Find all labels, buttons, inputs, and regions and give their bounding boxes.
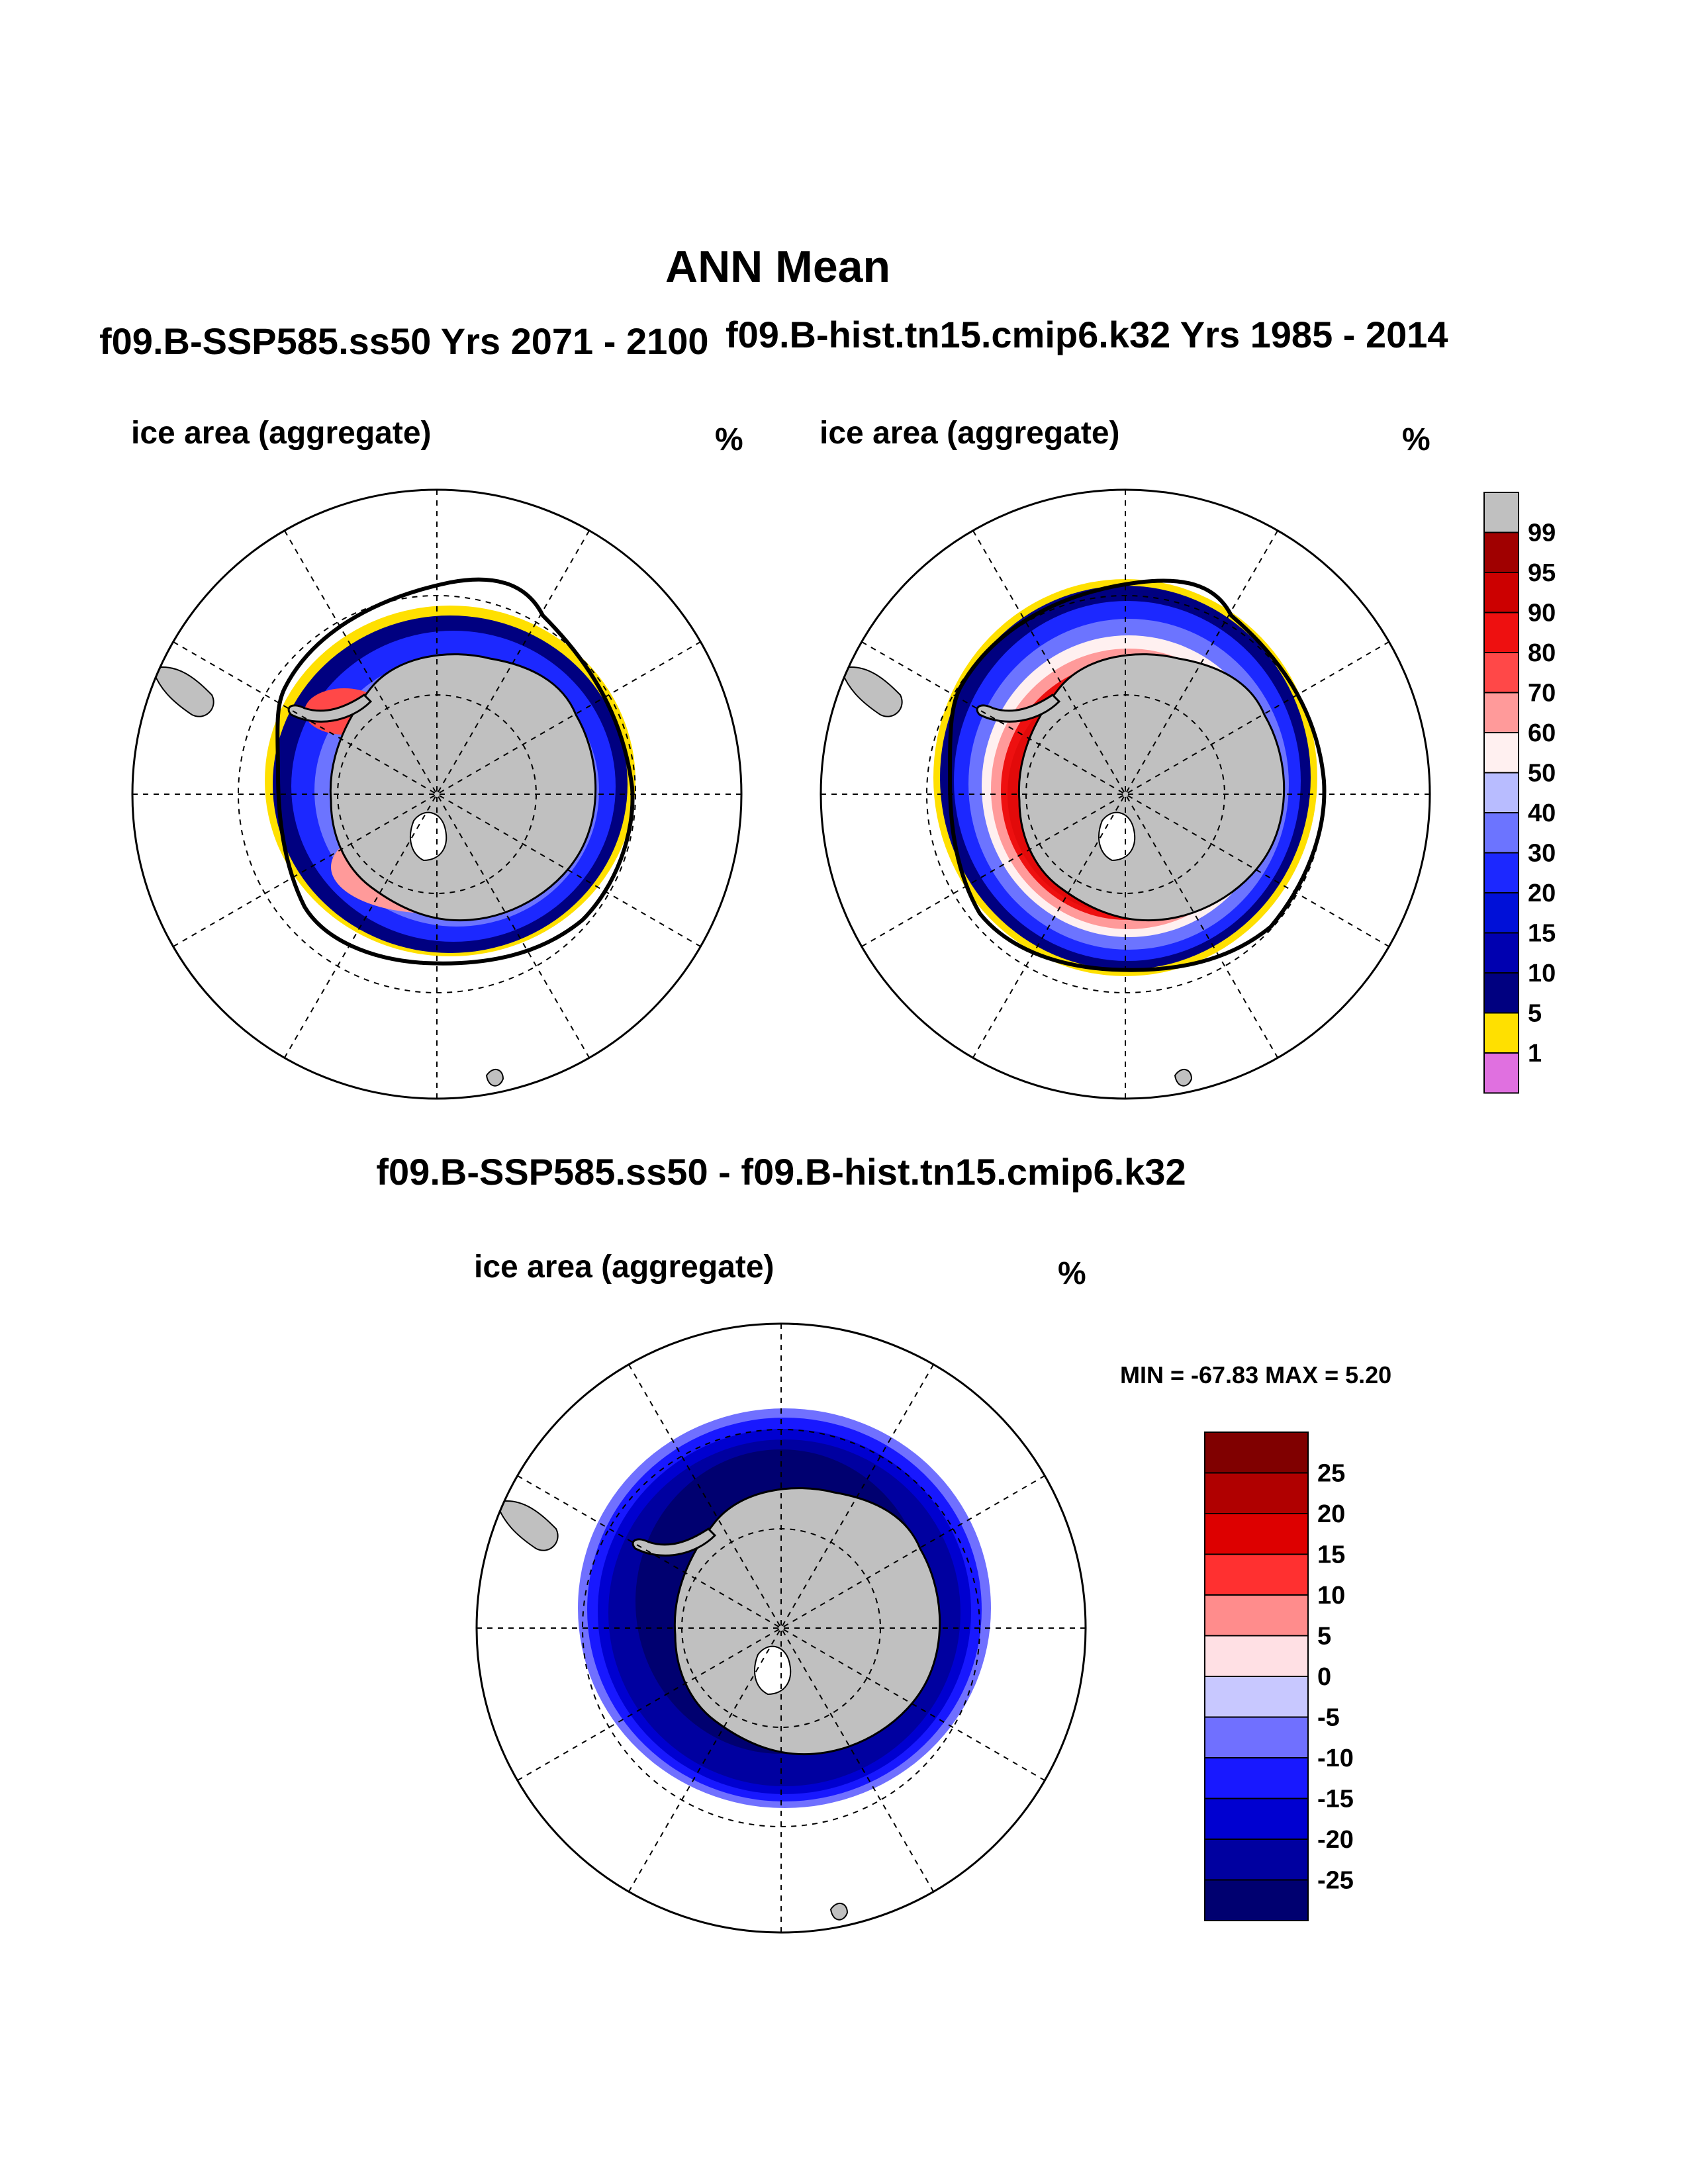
right-case-title: f09.B-hist.tn15.cmip6.k32 Yrs 1985 - 201… [726,314,1448,355]
colorbar-difference-label-1: 20 [1317,1500,1345,1528]
diff-minmax-label: MIN = -67.83 MAX = 5.20 [1120,1361,1391,1388]
colorbar-absolute-swatch-13 [1483,1012,1519,1054]
diff-units-label: % [1058,1256,1086,1291]
colorbar-difference-swatch-5 [1204,1635,1309,1677]
left-antarctica [329,653,597,922]
colorbar-absolute-swatch-11 [1483,932,1519,974]
left-graticule [132,490,741,1099]
colorbar-absolute-label-1: 95 [1528,559,1556,587]
right-ross-shelf [1098,811,1136,862]
colorbar-absolute-label-8: 30 [1528,840,1556,868]
left-case-title: f09.B-SSP585.ss50 Yrs 2071 - 2100 [99,320,709,362]
colorbar-absolute-label-11: 10 [1528,960,1556,987]
right-variable-label: ice area (aggregate) [820,416,1120,451]
figure-title: ANN Mean [665,242,890,292]
colorbar-difference-swatch-4 [1204,1594,1309,1637]
colorbar-absolute-label-13: 1 [1528,1040,1542,1068]
colorbar-difference-label-10: -25 [1317,1867,1354,1895]
colorbar-difference-label-6: -5 [1317,1704,1340,1732]
colorbar-absolute-swatch-9 [1483,852,1519,893]
left-south-america [151,666,214,717]
colorbar-absolute-label-2: 90 [1528,600,1556,627]
colorbar-difference-swatch-6 [1204,1676,1309,1718]
right-graticule [821,490,1430,1099]
colorbar-difference-label-4: 5 [1317,1623,1331,1651]
colorbar-absolute-swatch-5 [1483,692,1519,733]
colorbar-difference-swatch-11 [1204,1879,1309,1921]
colorbar-absolute-label-10: 15 [1528,920,1556,948]
diff-variable-label: ice area (aggregate) [474,1250,774,1285]
colorbar-absolute-label-6: 50 [1528,760,1556,788]
colorbar-difference-swatch-0 [1204,1432,1309,1474]
colorbar-difference-label-7: -10 [1317,1745,1354,1772]
colorbar-absolute-swatch-12 [1483,972,1519,1014]
colorbar-absolute-swatch-3 [1483,612,1519,653]
colorbar-difference-label-9: -20 [1317,1826,1354,1854]
colorbar-absolute-label-12: 5 [1528,1000,1542,1028]
diff-ross-shelf [754,1645,792,1696]
left-variable-label: ice area (aggregate) [131,416,432,451]
colorbar-absolute-swatch-10 [1483,892,1519,934]
left-peninsula [287,694,373,723]
colorbar-absolute-swatch-2 [1483,572,1519,614]
colorbar-absolute-label-4: 70 [1528,680,1556,707]
diff-case-title: f09.B-SSP585.ss50 - f09.B-hist.tn15.cmip… [376,1151,1186,1193]
colorbar-difference-swatch-7 [1204,1716,1309,1758]
left-ice-edge-contour [275,577,635,966]
colorbar-difference-swatch-9 [1204,1797,1309,1840]
colorbar-difference: 25 20 15 10 5 0 -5 -10 -15 -20 -25 [1204,1432,1354,1921]
colorbar-absolute: 99 95 90 80 70 60 50 40 30 20 15 10 5 1 [1483,492,1556,1094]
diff-antarctica [673,1487,941,1756]
colorbar-absolute-label-0: 99 [1528,520,1556,547]
diff-south-america [495,1500,559,1551]
colorbar-absolute-swatch-4 [1483,652,1519,694]
colorbar-difference-swatch-2 [1204,1513,1309,1555]
colorbar-absolute-swatch-0 [1483,492,1519,533]
right-ice-edge-contour [947,578,1327,972]
colorbar-absolute-label-3: 80 [1528,639,1556,667]
left-polar-map [131,488,743,1100]
right-south-america [839,666,903,717]
right-polar-map [820,488,1431,1100]
colorbar-difference-label-2: 15 [1317,1541,1345,1569]
right-antarctica [1017,653,1286,922]
colorbar-difference-label-8: -15 [1317,1786,1354,1813]
colorbar-difference-swatch-1 [1204,1472,1309,1514]
colorbar-absolute-label-5: 60 [1528,719,1556,747]
diff-peninsula [632,1527,717,1557]
colorbar-difference-swatch-3 [1204,1553,1309,1596]
colorbar-difference-label-3: 10 [1317,1582,1345,1610]
colorbar-absolute-swatch-7 [1483,772,1519,813]
colorbar-absolute-label-7: 40 [1528,799,1556,827]
colorbar-difference-swatch-8 [1204,1757,1309,1799]
left-ross-shelf [410,811,447,862]
colorbar-absolute-swatch-1 [1483,531,1519,573]
colorbar-difference-swatch-10 [1204,1839,1309,1881]
colorbar-absolute-label-9: 20 [1528,880,1556,907]
colorbar-absolute-swatch-8 [1483,812,1519,854]
colorbar-difference-label-0: 25 [1317,1460,1345,1488]
right-units-label: % [1402,422,1430,457]
colorbar-absolute-swatch-14 [1483,1052,1519,1094]
diff-polar-map [475,1322,1087,1934]
left-units-label: % [715,422,743,457]
colorbar-absolute-swatch-6 [1483,732,1519,774]
colorbar-difference-label-5: 0 [1317,1663,1331,1691]
diff-graticule [477,1324,1086,1933]
right-peninsula [976,694,1061,723]
